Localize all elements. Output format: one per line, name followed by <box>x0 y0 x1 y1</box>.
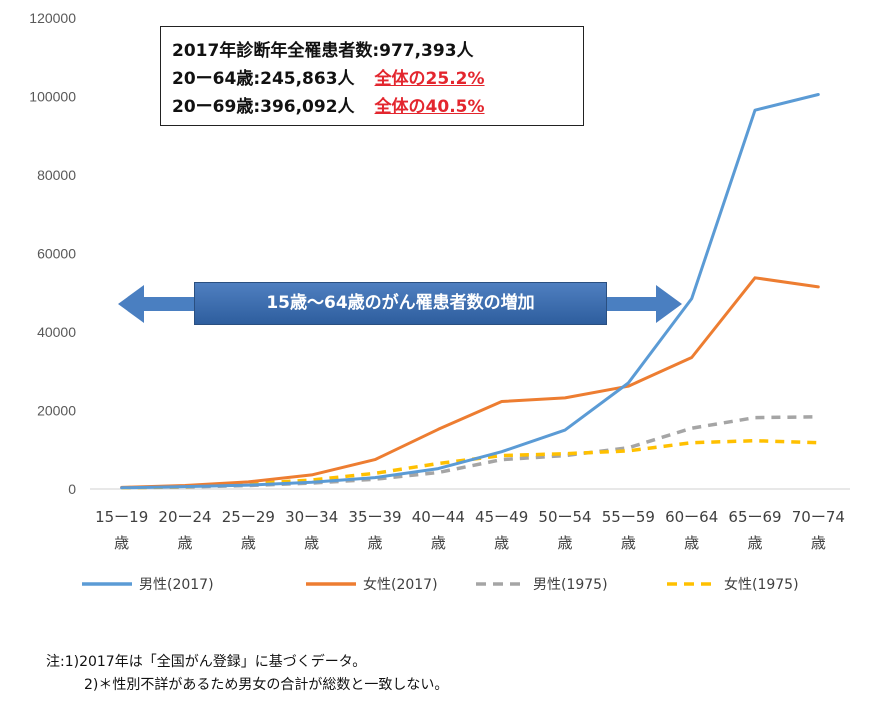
info-20-64-count: 20ー64歳:245,863人 <box>172 69 355 89</box>
footnotes: 注:1)2017年は「全国がん登録」に基づくデータ。 2)＊性別不詳があるため男… <box>46 651 448 697</box>
series-line-4 <box>121 438 819 490</box>
x-tick-label-suffix: 歳 <box>557 534 572 552</box>
y-tick-label: 20000 <box>37 403 76 419</box>
legend-label: 女性(1975) <box>724 576 799 593</box>
x-tick-label-suffix: 歳 <box>241 534 256 552</box>
x-tick-label-suffix: 歳 <box>684 534 699 552</box>
info-20-69-count: 20ー69歳:396,092人 <box>172 97 355 117</box>
x-tick-label-suffix: 歳 <box>494 534 509 552</box>
info-line-20-69: 20ー69歳:396,092人 全体の40.5% <box>172 93 583 121</box>
legend-label: 男性(1975) <box>533 577 608 593</box>
x-tick-label: 35ー39 <box>348 508 401 526</box>
x-tick-label-suffix: 歳 <box>747 534 762 552</box>
x-tick-label-suffix: 歳 <box>304 534 319 552</box>
age-range-banner: 15歳〜64歳のがん罹患者数の増加 <box>194 282 607 325</box>
footnote-2: 2)＊性別不詳があるため男女の合計が総数と一致しない。 <box>84 677 449 693</box>
x-tick-label: 50ー54 <box>538 508 591 526</box>
y-tick-label: 100000 <box>29 89 76 105</box>
x-tick-label: 70ー74 <box>792 508 845 526</box>
legend-label: 男性(2017) <box>139 577 214 593</box>
info-line-total: 2017年診断年全罹患者数:977,393人 <box>172 37 583 65</box>
x-tick-label: 15ー19 <box>95 508 148 526</box>
series-line-2 <box>120 276 820 489</box>
legend: 男性(2017) 女性(2017) 男性(1975) 女性(1975) <box>82 576 799 593</box>
y-axis: 0 20000 40000 60000 80000 100000 120000 <box>29 10 76 497</box>
legend-label: 女性(2017) <box>363 576 438 593</box>
info-line-20-64: 20ー64歳:245,863人 全体の25.2% <box>172 65 583 93</box>
x-tick-label: 30ー34 <box>285 508 338 526</box>
x-tick-label-suffix: 歳 <box>177 534 192 552</box>
x-tick-label-suffix: 歳 <box>811 534 826 552</box>
y-tick-label: 60000 <box>37 246 76 262</box>
info-total-text: 2017年診断年全罹患者数:977,393人 <box>172 41 474 61</box>
series-line-3 <box>121 415 819 490</box>
info-20-69-share: 全体の40.5% <box>374 97 485 117</box>
y-tick-label: 80000 <box>37 167 76 183</box>
info-box: 2017年診断年全罹患者数:977,393人 20ー64歳:245,863人 全体… <box>160 26 584 126</box>
x-tick-label: 45ー49 <box>475 508 528 526</box>
x-tick-label: 65ー69 <box>728 508 781 526</box>
y-tick-label: 0 <box>68 481 76 497</box>
y-tick-label: 40000 <box>37 324 76 340</box>
x-tick-label-suffix: 歳 <box>431 534 446 552</box>
footnote-1: 注:1)2017年は「全国がん登録」に基づくデータ。 <box>46 654 367 670</box>
banner-label: 15歳〜64歳のがん罹患者数の増加 <box>266 293 535 313</box>
x-tick-label: 60ー64 <box>665 508 718 526</box>
x-tick-label: 20ー24 <box>158 508 211 526</box>
x-tick-label-suffix: 歳 <box>621 534 636 552</box>
x-axis: 15ー19 歳 20ー24 歳 25ー29 歳 30ー34 歳 35ー39 歳 40ー44 歳 45ー4… <box>95 508 845 552</box>
y-tick-label: 120000 <box>29 10 76 26</box>
x-tick-label: 25ー29 <box>222 508 275 526</box>
info-20-64-share: 全体の25.2% <box>374 69 485 89</box>
x-tick-label: 40ー44 <box>412 508 465 526</box>
x-tick-label: 55ー59 <box>602 508 655 526</box>
x-tick-label-suffix: 歳 <box>114 534 129 552</box>
series-group <box>120 93 820 490</box>
x-tick-label-suffix: 歳 <box>367 534 382 552</box>
series-line-1 <box>120 93 820 490</box>
